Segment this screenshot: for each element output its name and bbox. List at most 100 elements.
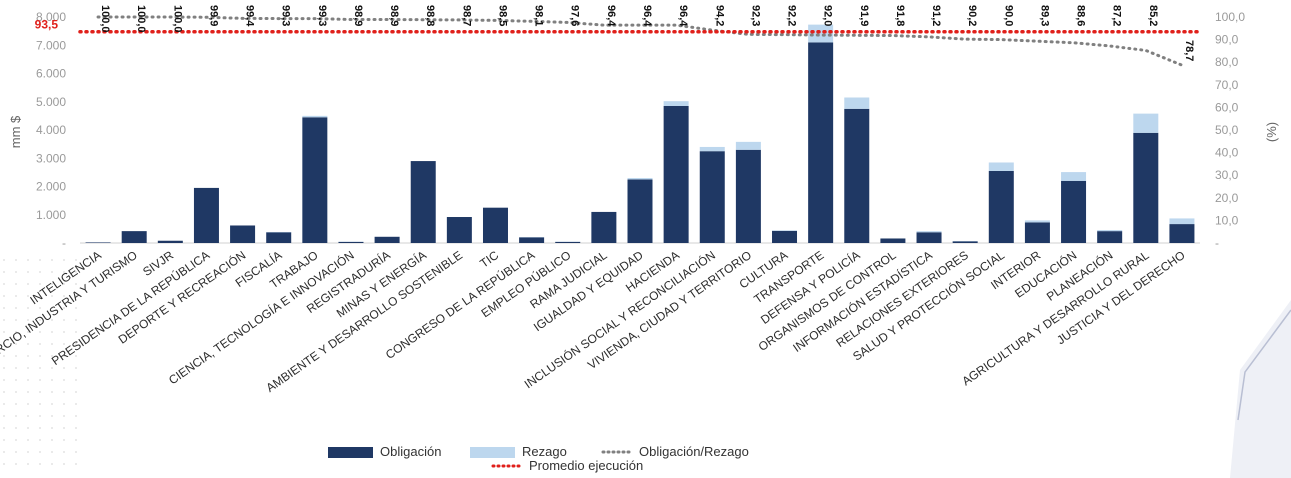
right-tick-label: 30,0 <box>1215 168 1239 182</box>
percentage-label: 89,3 <box>1038 5 1050 26</box>
percentage-labels-group: 100,0 100,0 100,0 99,9 99,4 99,3 99,3 98,9 98,9 9… <box>99 5 1195 61</box>
bar-obligacion <box>302 117 328 243</box>
decor-dot <box>75 355 77 357</box>
bar-obligacion <box>519 237 545 243</box>
decor-dot <box>39 379 41 381</box>
bar-obligacion <box>663 105 689 243</box>
decor-dot <box>27 451 29 453</box>
decor-dot <box>15 259 17 261</box>
right-tick-label: 80,0 <box>1215 55 1239 69</box>
decor-dot <box>15 427 17 429</box>
decor-dot <box>27 307 29 309</box>
decor-dot <box>27 391 29 393</box>
legend-swatch <box>328 447 373 458</box>
bar-obligacion <box>1133 132 1159 243</box>
percentage-label: 91,2 <box>930 5 942 26</box>
bar-obligacion <box>1097 231 1123 243</box>
decor-dot <box>75 451 77 453</box>
decor-dot <box>63 415 65 417</box>
decor-dot <box>3 451 5 453</box>
percentage-label: 88,6 <box>1075 5 1087 26</box>
right-tick-label: 50,0 <box>1215 123 1239 137</box>
decor-dot <box>39 427 41 429</box>
decor-dot <box>51 427 53 429</box>
percentage-label: 96,4 <box>677 5 689 27</box>
percentage-label: 91,8 <box>894 5 906 26</box>
bar-rezago <box>772 230 798 231</box>
decor-dot <box>75 307 77 309</box>
decor-dot <box>27 319 29 321</box>
bar-rezago <box>1169 218 1195 225</box>
right-tick-label: 20,0 <box>1215 191 1239 205</box>
percentage-label: 98,5 <box>496 5 508 26</box>
decor-dot <box>3 319 5 321</box>
decor-line <box>1237 309 1291 421</box>
decor-dot <box>15 403 17 405</box>
legend-label: Rezago <box>522 444 567 459</box>
decor-dot <box>63 367 65 369</box>
series-line-obligacion-rezago <box>96 15 1184 67</box>
decor-dot <box>15 331 17 333</box>
decor-dot <box>27 331 29 333</box>
average-value-label: 93,5 <box>35 18 59 32</box>
decor-dot <box>39 319 41 321</box>
left-axis-title: mm $ <box>8 115 23 148</box>
decor-dot <box>27 439 29 441</box>
bar-obligacion <box>880 238 906 243</box>
decor-dot <box>63 427 65 429</box>
bar-obligacion <box>772 230 798 243</box>
decor-dot <box>27 295 29 297</box>
percentage-label: 98,9 <box>352 5 364 26</box>
bar-obligacion <box>952 241 978 243</box>
bar-rezago <box>1061 172 1087 181</box>
decor-dot <box>63 343 65 345</box>
decor-dot <box>15 355 17 357</box>
bar-rezago <box>735 141 761 150</box>
right-tick-label: - <box>1215 236 1219 250</box>
lines-group: 93,5 <box>35 15 1202 67</box>
decor-dot <box>75 415 77 417</box>
bar-rezago <box>916 231 942 233</box>
decor-dot <box>51 355 53 357</box>
decor-dot <box>3 439 5 441</box>
bar-obligacion <box>1061 180 1087 243</box>
decor-dot <box>51 415 53 417</box>
percentage-label: 92,2 <box>786 5 798 26</box>
decor-dot <box>63 319 65 321</box>
decor-dot <box>39 355 41 357</box>
decor-dot <box>63 391 65 393</box>
percentage-label: 98,7 <box>460 5 472 26</box>
decor-dot <box>27 259 29 261</box>
right-tick-label: 40,0 <box>1215 146 1239 160</box>
decor-dot <box>15 271 17 273</box>
bar-rezago <box>808 24 834 43</box>
legend: Obligación Rezago Obligación/RezagoPromedi… <box>328 444 749 473</box>
percentage-label: 99,9 <box>207 5 219 26</box>
left-tick-label: 8.000 <box>36 10 66 24</box>
decor-dot <box>3 367 5 369</box>
decor-dot <box>63 307 65 309</box>
bar-obligacion <box>1169 224 1195 243</box>
decor-dot <box>15 343 17 345</box>
bar-obligacion <box>446 217 472 243</box>
decor-dot <box>51 331 53 333</box>
decor-dot <box>3 379 5 381</box>
decor-dot <box>39 367 41 369</box>
decor-dot <box>75 343 77 345</box>
decor-dot <box>3 343 5 345</box>
bar-obligacion <box>988 170 1014 243</box>
decor-dot <box>75 319 77 321</box>
decor-dot <box>63 331 65 333</box>
percentage-label: 85,2 <box>1147 5 1159 26</box>
bar-obligacion <box>627 179 653 243</box>
bar-obligacion <box>157 240 183 243</box>
decor-dot <box>63 439 65 441</box>
right-axis-title: (%) <box>1264 122 1279 142</box>
decor-dot <box>3 283 5 285</box>
decor-dot <box>3 259 5 261</box>
decor-dot <box>3 415 5 417</box>
decor-dot <box>63 379 65 381</box>
legend-swatch <box>470 447 515 458</box>
decor-dot <box>51 283 53 285</box>
bar-obligacion <box>1024 222 1050 243</box>
